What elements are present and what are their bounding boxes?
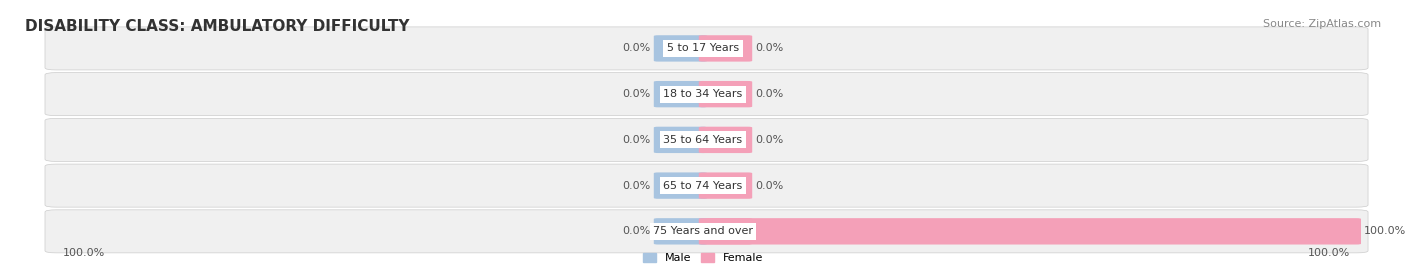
FancyBboxPatch shape [699,35,752,62]
Text: 100.0%: 100.0% [63,248,105,258]
Text: 65 to 74 Years: 65 to 74 Years [664,180,742,191]
FancyBboxPatch shape [654,81,707,107]
FancyBboxPatch shape [699,218,752,245]
FancyBboxPatch shape [45,118,1368,161]
Text: 0.0%: 0.0% [623,43,651,54]
Text: 0.0%: 0.0% [623,89,651,99]
FancyBboxPatch shape [654,35,707,62]
FancyBboxPatch shape [699,172,752,199]
Text: 0.0%: 0.0% [755,89,783,99]
Text: 0.0%: 0.0% [623,180,651,191]
Text: 100.0%: 100.0% [1364,226,1406,236]
Text: 5 to 17 Years: 5 to 17 Years [666,43,740,54]
Text: 75 Years and over: 75 Years and over [652,226,754,236]
Legend: Male, Female: Male, Female [643,253,763,263]
Text: 18 to 34 Years: 18 to 34 Years [664,89,742,99]
Text: 0.0%: 0.0% [755,135,783,145]
Text: 0.0%: 0.0% [623,226,651,236]
Text: 0.0%: 0.0% [623,135,651,145]
FancyBboxPatch shape [45,73,1368,116]
FancyBboxPatch shape [654,218,707,245]
Text: 0.0%: 0.0% [755,180,783,191]
Text: Source: ZipAtlas.com: Source: ZipAtlas.com [1263,19,1381,29]
FancyBboxPatch shape [654,172,707,199]
FancyBboxPatch shape [45,164,1368,207]
FancyBboxPatch shape [654,127,707,153]
Text: 35 to 64 Years: 35 to 64 Years [664,135,742,145]
FancyBboxPatch shape [45,27,1368,70]
FancyBboxPatch shape [45,210,1368,253]
FancyBboxPatch shape [699,127,752,153]
Text: 0.0%: 0.0% [755,43,783,54]
Text: DISABILITY CLASS: AMBULATORY DIFFICULTY: DISABILITY CLASS: AMBULATORY DIFFICULTY [25,19,409,34]
FancyBboxPatch shape [699,81,752,107]
FancyBboxPatch shape [699,218,1361,245]
Text: 100.0%: 100.0% [1308,248,1350,258]
